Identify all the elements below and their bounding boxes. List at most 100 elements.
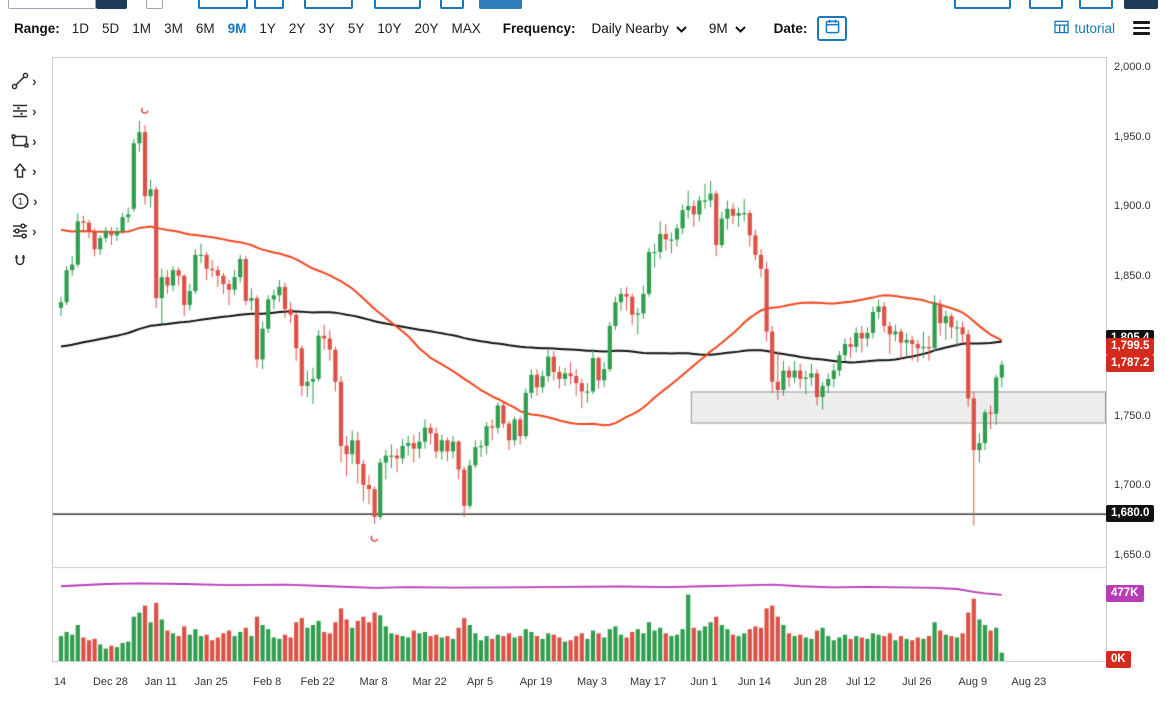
price-badge: 1,787.2 [1106,355,1155,373]
range-option-2y[interactable]: 2Y [288,20,306,36]
range-option-1m[interactable]: 1M [132,20,152,36]
range-option-3m[interactable]: 3M [164,20,183,36]
date-axis-label: Feb 8 [253,676,282,688]
tool-trendline[interactable]: › [0,66,52,96]
date-axis-label: Feb 22 [300,676,335,688]
cropped-control[interactable] [1029,0,1063,9]
frequency-dropdown[interactable]: Daily Nearby [586,20,693,37]
price-axis-label: 1,750.0 [1114,409,1151,422]
range-option-5y[interactable]: 5Y [347,20,365,36]
chevron-right-icon: › [32,73,37,89]
tool-shapes[interactable]: › [0,126,52,156]
date-axis-label: Jun 1 [690,676,718,688]
price-axis-label: 1,700.0 [1114,479,1151,492]
price-axis-label: 1,900.0 [1114,200,1151,213]
chevron-right-icon: › [32,223,37,239]
sliders-icon [10,221,30,241]
cropped-control[interactable] [96,0,127,9]
price-axis-label: 1,650.0 [1114,549,1151,561]
range-option-6m[interactable]: 6M [195,20,215,36]
date-axis-label: Jul 12 [846,676,876,688]
price-axis-label: 2,000.0 [1114,61,1151,73]
price-axis-label: 1,850.0 [1114,270,1151,283]
tool-annotation-number[interactable]: 1 › [0,186,52,216]
date-picker-button[interactable] [817,15,848,41]
range-option-20y[interactable]: 20Y [414,20,439,36]
cropped-control[interactable] [254,0,284,9]
range-option-1d[interactable]: 1D [71,20,90,36]
cropped-control[interactable] [146,0,163,9]
period-value: 9M [708,20,728,36]
range-option-9m[interactable]: 9M [227,20,247,36]
tool-arrow[interactable]: › [0,156,52,186]
date-axis-label: Mar 22 [412,676,447,688]
calendar-icon [825,19,840,37]
date-axis-label: Apr 19 [519,676,553,688]
candlestick-chart-canvas[interactable] [53,58,1106,661]
date-axis-label: May 3 [577,676,607,688]
range-option-5d[interactable]: 5D [102,20,120,36]
range-option-1y[interactable]: 1Y [259,20,276,36]
date-label: Date: [773,20,808,36]
cropped-control[interactable] [1079,0,1113,9]
cropped-control[interactable] [1124,0,1158,9]
date-axis[interactable]: 14 Dec 28 Jan 11 Jan 25 Feb 8 Feb 22 Mar 8 Mar … [52,676,1112,694]
chevron-down-icon [734,21,746,36]
period-dropdown[interactable]: 9M [703,20,752,37]
table-grid-icon [1054,20,1070,37]
range-selector: 1D 5D 1M 3M 6M 9M 1Y 2Y 3Y 5Y 10Y 20Y MAX [72,21,481,36]
tool-fibonacci[interactable]: › [0,96,52,126]
cropped-top-toolbar [0,0,1166,10]
price-badge: 1,680.0 [1106,504,1155,522]
chart-toolbar: Range: 1D 5D 1M 3M 6M 9M 1Y 2Y 3Y 5Y 10Y 20Y MAX Fre… [0,10,1166,46]
date-axis-label: Dec 28 [92,676,128,688]
range-option-max[interactable]: MAX [451,20,481,36]
date-axis-label: May 17 [629,676,667,688]
cropped-control[interactable] [198,0,248,9]
date-axis-label: Aug 23 [1011,676,1047,688]
chevron-right-icon: › [32,163,37,179]
chevron-right-icon: › [33,193,38,209]
cropped-control[interactable] [374,0,421,9]
chevron-right-icon: › [32,103,37,119]
tutorial-label: tutorial [1074,20,1115,36]
shapes-icon [10,131,30,151]
drawing-tools-sidebar: › › › › 1 [0,57,52,276]
date-axis-label: Jun 28 [793,676,827,688]
tool-indicators[interactable]: › [0,216,52,246]
date-axis-label: Mar 8 [359,676,388,688]
date-axis-label: Jun 14 [737,676,771,688]
fibonacci-icon [10,101,30,121]
number-circle-icon: 1 [10,191,31,211]
cropped-control[interactable] [8,0,96,9]
chart-area [52,57,1107,662]
date-axis-label: 14 [53,676,67,688]
date-axis-label: Apr 5 [466,676,494,688]
cropped-control[interactable] [440,0,464,9]
chevron-down-icon [676,21,687,36]
volume-badge: 477K [1106,585,1144,603]
price-axis-label: 1,950.0 [1114,130,1151,143]
cropped-control[interactable] [304,0,353,9]
cropped-control[interactable] [954,0,1011,9]
price-badge: 1,799.5 [1106,338,1155,356]
magnet-icon [10,251,30,271]
menu-icon[interactable] [1131,19,1152,37]
annotation-number-text: 1 [18,196,23,207]
trendline-icon [10,71,30,91]
tool-magnet[interactable] [0,246,52,276]
range-option-10y[interactable]: 10Y [377,20,402,36]
frequency-value: Daily Nearby [591,20,669,36]
tutorial-link[interactable]: tutorial [1054,20,1115,37]
arrow-up-icon [10,161,30,181]
date-axis-label: Jan 25 [194,676,228,688]
volume-badge: 0K [1106,651,1131,668]
chevron-right-icon: › [32,133,37,149]
frequency-label: Frequency: [502,20,576,36]
date-axis-label: Jul 26 [902,676,932,688]
date-axis-label: Aug 9 [958,676,988,688]
range-label: Range: [14,20,60,36]
date-axis-label: Jan 11 [144,676,177,688]
cropped-control[interactable] [479,0,522,9]
range-option-3y[interactable]: 3Y [318,20,335,36]
